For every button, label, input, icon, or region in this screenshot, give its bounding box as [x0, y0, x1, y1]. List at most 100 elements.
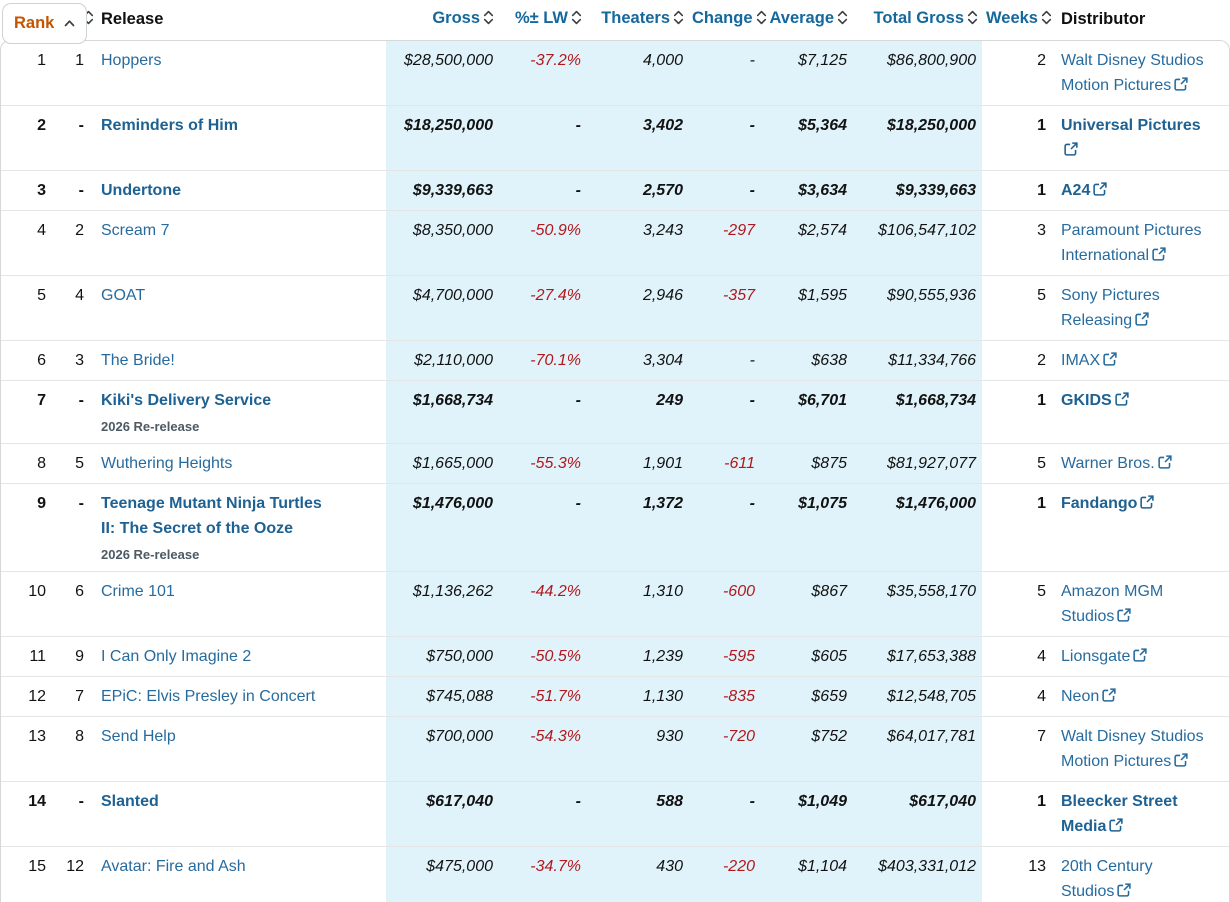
distributor-line: Media [1061, 814, 1225, 840]
distributor-link[interactable]: Sony Pictures Releasing [1061, 283, 1225, 334]
external-link-icon [1140, 492, 1155, 517]
column-header-weeks[interactable]: Weeks [982, 0, 1052, 38]
distributor-link[interactable]: 20th Century Studios [1061, 854, 1225, 902]
sort-chevrons-icon [483, 10, 494, 30]
release-link[interactable]: Reminders of Him [101, 113, 381, 138]
theaters-cell: 3,243 [586, 210, 688, 276]
average-cell: $1,049 [760, 781, 852, 847]
distributor-cell: A24 [1052, 170, 1229, 211]
column-header-average[interactable]: Average [760, 0, 852, 38]
theaters-cell: 930 [586, 716, 688, 782]
change-cell: -220 [688, 846, 760, 902]
total_gross-cell: $81,927,077 [852, 443, 982, 484]
change-cell: -600 [688, 571, 760, 637]
sort-ascending-icon [64, 14, 75, 33]
distributor-link[interactable]: Bleecker Street Media [1061, 789, 1225, 840]
distributor-link[interactable]: GKIDS [1061, 388, 1225, 414]
distributor-link[interactable]: IMAX [1061, 348, 1225, 374]
total_gross-cell: $86,800,900 [852, 41, 982, 106]
release-link[interactable]: Hoppers [101, 48, 381, 73]
pct_lw-cell: -34.7% [498, 846, 586, 902]
average-cell: $1,595 [760, 275, 852, 341]
average-cell: $867 [760, 571, 852, 637]
distributor-link[interactable]: Fandango [1061, 491, 1225, 517]
table-row: 15 12 Avatar: Fire and Ash $475,000 -34.7% 43… [1, 846, 1229, 902]
rank-cell: 13 [1, 716, 51, 782]
lw-cell: - [51, 170, 89, 211]
average-cell: $7,125 [760, 41, 852, 106]
distributor-link[interactable]: Warner Bros. [1061, 451, 1225, 477]
column-header-label: Total Gross [873, 9, 964, 27]
lw-cell: 12 [51, 846, 89, 902]
total_gross-cell: $9,339,663 [852, 170, 982, 211]
release-link[interactable]: Crime 101 [101, 579, 381, 604]
pct_lw-cell: -37.2% [498, 41, 586, 106]
release-title-line: Reminders of Him [101, 117, 238, 134]
change-cell: - [688, 105, 760, 171]
release-title-line: Teenage Mutant Ninja Turtles [101, 495, 322, 512]
table-row: 5 4 GOAT $4,700,000 -27.4% 2,946 -357 $1,595 $90… [1, 275, 1229, 341]
lw-cell: 4 [51, 275, 89, 341]
total_gross-cell: $1,476,000 [852, 483, 982, 572]
gross-cell: $1,136,262 [386, 571, 498, 637]
release-link[interactable]: EPiC: Elvis Presley in Concert [101, 684, 381, 709]
distributor-line: Paramount Pictures [1061, 222, 1202, 239]
active-sort-rank-button[interactable]: Rank [2, 3, 88, 44]
weeks-cell: 1 [982, 380, 1052, 444]
release-link[interactable]: Scream 7 [101, 218, 381, 243]
rank-cell: 2 [1, 105, 51, 171]
theaters-cell: 1,130 [586, 676, 688, 717]
distributor-link[interactable]: Walt Disney Studios Motion Pictures [1061, 724, 1225, 775]
distributor-link[interactable]: Universal Pictures [1061, 113, 1225, 164]
total_gross-cell: $1,668,734 [852, 380, 982, 444]
release-link[interactable]: The Bride! [101, 348, 381, 373]
release-link[interactable]: Kiki's Delivery Service [101, 388, 381, 413]
theaters-cell: 588 [586, 781, 688, 847]
theaters-cell: 430 [586, 846, 688, 902]
gross-cell: $28,500,000 [386, 41, 498, 106]
change-cell: -835 [688, 676, 760, 717]
release-link[interactable]: Send Help [101, 724, 381, 749]
distributor-line: Motion Pictures [1061, 73, 1225, 99]
release-link[interactable]: Avatar: Fire and Ash [101, 854, 381, 879]
distributor-line: Fandango [1061, 491, 1225, 517]
release-cell: Teenage Mutant Ninja Turtles II: The Secr… [89, 483, 386, 572]
release-link[interactable]: Slanted [101, 789, 381, 814]
weeks-cell: 4 [982, 636, 1052, 677]
release-cell: Crime 101 [89, 571, 386, 637]
distributor-link[interactable]: Amazon MGM Studios [1061, 579, 1225, 630]
release-link[interactable]: I Can Only Imagine 2 [101, 644, 381, 669]
release-link[interactable]: GOAT [101, 283, 381, 308]
distributor-line: Neon [1061, 684, 1225, 710]
external-link-icon [1109, 815, 1123, 840]
column-header-theaters[interactable]: Theaters [586, 0, 688, 38]
column-header-pct_lw[interactable]: %± LW [498, 0, 586, 38]
column-header-total_gross[interactable]: Total Gross [852, 0, 982, 38]
header-row: LWReleaseGross%± LWTheatersChangeAverage… [1, 0, 1229, 38]
release-link[interactable]: Undertone [101, 178, 381, 203]
distributor-line: Universal Pictures [1061, 117, 1201, 134]
distributor-link[interactable]: Paramount Pictures International [1061, 218, 1225, 269]
distributor-cell: Neon [1052, 676, 1229, 717]
release-title-line: Hoppers [101, 52, 162, 69]
distributor-link[interactable]: Neon [1061, 684, 1225, 710]
distributor-cell: Walt Disney Studios Motion Pictures [1052, 716, 1229, 782]
distributor-cell: Warner Bros. [1052, 443, 1229, 484]
distributor-link[interactable]: Lionsgate [1061, 644, 1225, 670]
gross-cell: $2,110,000 [386, 340, 498, 381]
pct_lw-cell: -51.7% [498, 676, 586, 717]
distributor-link[interactable]: Walt Disney Studios Motion Pictures [1061, 48, 1225, 99]
change-cell: -720 [688, 716, 760, 782]
release-link[interactable]: Teenage Mutant Ninja Turtles II: The Secr… [101, 491, 381, 541]
release-link[interactable]: Wuthering Heights [101, 451, 381, 476]
release-cell: Slanted [89, 781, 386, 847]
release-title-line: Wuthering Heights [101, 455, 233, 472]
column-header-gross[interactable]: Gross [386, 0, 498, 38]
average-cell: $5,364 [760, 105, 852, 171]
gross-cell: $617,040 [386, 781, 498, 847]
distributor-link[interactable]: A24 [1061, 178, 1225, 204]
table-header: LWReleaseGross%± LWTheatersChangeAverage… [0, 0, 1230, 40]
sort-chevrons-icon [673, 10, 684, 30]
column-header-change[interactable]: Change [688, 0, 766, 38]
